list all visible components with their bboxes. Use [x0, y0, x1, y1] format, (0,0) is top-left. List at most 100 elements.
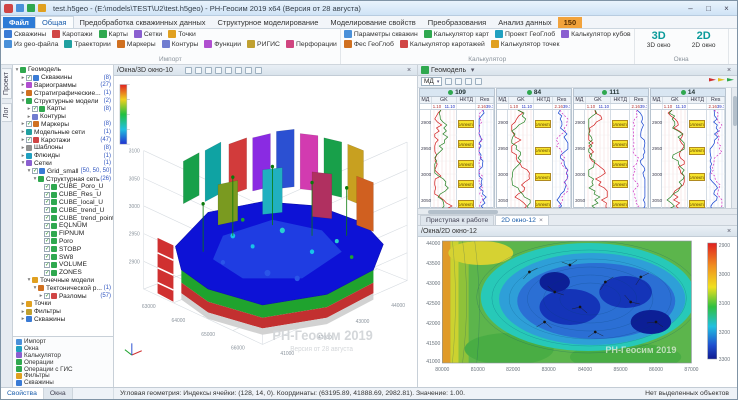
panel-tab-windows[interactable]: Окна	[43, 388, 73, 399]
tree-row[interactable]: ✓ CUBE_trend_U	[13, 206, 113, 214]
tree-row[interactable]: ▸ ✓ Карты (8)	[13, 105, 113, 113]
grid-icon[interactable]	[475, 78, 483, 85]
tree-toggle-icon[interactable]: ▸	[21, 82, 25, 89]
tree-row[interactable]: ▸ Фильтры	[13, 308, 113, 316]
well-column[interactable]: 14МДGKНКТДRes1.1011.102.1639.71290029503…	[650, 88, 726, 208]
tree-row[interactable]: ▾ Геомодель	[13, 66, 113, 74]
settings-icon[interactable]	[254, 66, 262, 74]
tree-section-item[interactable]: Фильтры	[13, 372, 113, 379]
tree-toggle-icon[interactable]: ▸	[27, 105, 31, 112]
ribbon-button[interactable]: Карты	[98, 30, 128, 38]
ribbon-button[interactable]: Траектории	[64, 40, 111, 48]
tree-toggle-icon[interactable]: ▾	[33, 176, 37, 183]
slice-icon[interactable]	[234, 66, 242, 74]
tree-toggle-icon[interactable]: ▸	[21, 300, 25, 307]
tree-toggle-icon[interactable]: ▸	[21, 137, 25, 144]
well-column[interactable]: 111МДGKНКТДRes1.1011.102.1639.7129002950…	[573, 88, 649, 208]
tree-row[interactable]: ✓ EQLNUM	[13, 222, 113, 230]
tree-row[interactable]: ▾ Структурные модели (2)	[13, 97, 113, 105]
tree-row[interactable]: ✓ CUBE_trend_points	[13, 214, 113, 222]
tree-toggle-icon[interactable]: ▸	[21, 74, 25, 81]
tree-row[interactable]: ✓ STOBP	[13, 245, 113, 253]
ribbon-tab[interactable]: Моделирование свойств	[330, 18, 416, 27]
side-tab-project[interactable]: Проект	[2, 68, 12, 100]
tree-toggle-icon[interactable]: ▸	[27, 113, 31, 120]
ribbon-tab[interactable]: 150	[557, 17, 583, 28]
tree-checkbox[interactable]: ✓	[44, 293, 50, 299]
tree-checkbox[interactable]: ✓	[44, 230, 50, 237]
tree-row[interactable]: ✓ ZONES	[13, 269, 113, 277]
tree-checkbox[interactable]: ✓	[44, 254, 50, 261]
tree-toggle-icon[interactable]: ▸	[21, 316, 25, 323]
tree-checkbox[interactable]: ✓	[44, 191, 50, 198]
tree-checkbox[interactable]: ✓	[44, 246, 50, 253]
zoom-icon[interactable]	[204, 66, 212, 74]
tree-toggle-icon[interactable]: ▸	[21, 152, 25, 159]
tree-row[interactable]: ▸ Шаблоны (8)	[13, 144, 113, 152]
ribbon-button[interactable]: Функции	[204, 40, 241, 48]
tree-row[interactable]: ▸ Флюиды (1)	[13, 152, 113, 160]
tree-section-item[interactable]: Калькулятор	[13, 352, 113, 359]
tree-toggle-icon[interactable]: ▾	[33, 285, 37, 292]
tree-row[interactable]: ✓ SW8	[13, 253, 113, 261]
tree-checkbox[interactable]: ✓	[44, 207, 50, 214]
tree-row[interactable]: ▸ ✓ Маркеры (8)	[13, 121, 113, 129]
side-tab-log[interactable]: Лог	[2, 103, 12, 123]
ribbon-button[interactable]: Калькулятор кубов	[561, 30, 631, 38]
zoom-out-icon[interactable]	[455, 78, 463, 85]
tree-checkbox[interactable]: ✓	[26, 137, 32, 144]
ribbon-button[interactable]: 2D 2D окно	[683, 30, 725, 49]
ribbon-button[interactable]: Маркеры	[116, 40, 156, 48]
ribbon-tab[interactable]: Общая	[34, 16, 74, 28]
tree-row[interactable]: ▾ Структурная сеть (26)	[13, 175, 113, 183]
tree-checkbox[interactable]: ✓	[32, 105, 38, 112]
tree-checkbox[interactable]: ✓	[44, 215, 50, 222]
tree-row[interactable]: ▸ Скважины	[13, 316, 113, 324]
tree-toggle-icon[interactable]: ▸	[21, 129, 25, 136]
tree-row[interactable]: ▸ Контуры	[13, 113, 113, 121]
tree-row[interactable]: ▸ Модельные сети (1)	[13, 128, 113, 136]
pan-icon[interactable]	[194, 66, 202, 74]
tree-checkbox[interactable]: ✓	[44, 261, 50, 268]
ribbon-button[interactable]: Калькулятор каротажей	[399, 40, 485, 48]
tree-toggle-icon[interactable]: ▾	[21, 160, 25, 167]
tree-row[interactable]: ✓ CUBE_local_U	[13, 199, 113, 207]
ribbon-button[interactable]: Контуры	[161, 40, 198, 48]
tree-toggle-icon[interactable]: ▸	[21, 144, 25, 151]
tree-toggle-icon[interactable]: ▾	[21, 98, 25, 105]
tree-row[interactable]: ▾ ✓ Grid_small [50, 50, 50]	[13, 167, 113, 175]
fit-icon[interactable]	[465, 78, 473, 85]
contour-map[interactable]: РН-Геосим 2019 80000 81000 82000 83000 8…	[418, 237, 737, 387]
2d-map-viewport[interactable]: РН-Геосим 2019 80000 81000 82000 83000 8…	[418, 237, 737, 387]
ribbon-tab[interactable]: Структурное моделирование	[217, 18, 319, 27]
tree-section-item[interactable]: Операции с ГИС	[13, 366, 113, 373]
tab-2d-window[interactable]: 2D окно-12 ×	[495, 215, 549, 225]
flag-icon-red[interactable]	[709, 78, 716, 85]
tree-section-item[interactable]: Импорт	[13, 338, 113, 345]
tree-checkbox[interactable]: ✓	[44, 199, 50, 206]
tree-section-item[interactable]: Операции	[13, 359, 113, 366]
tree-row[interactable]: ✓ CUBE_Res_U	[13, 191, 113, 199]
ribbon-button[interactable]: 3D 3D окно	[638, 30, 680, 49]
ribbon-button[interactable]: Фес ГеоГлоб	[343, 40, 394, 48]
tree-checkbox[interactable]: ✓	[26, 74, 32, 81]
tree-row[interactable]: ▾ Тектонической р... (1)	[13, 284, 113, 292]
ribbon-button[interactable]: Калькулятор точек	[490, 40, 559, 48]
ribbon-button[interactable]: Скважины	[4, 30, 46, 38]
flag-icon-yellow[interactable]	[718, 78, 725, 85]
3d-scene[interactable]: 3100 3050 3000 2950 2900 63000 64000 650…	[114, 76, 417, 387]
tree-row[interactable]: ▸ ✓ Скважины (8)	[13, 74, 113, 82]
tree-row[interactable]: ✓ FIPNUM	[13, 230, 113, 238]
ribbon-tab[interactable]: Предобработка скважинных данных	[79, 18, 206, 27]
undo-icon[interactable]	[38, 4, 46, 12]
tree-row[interactable]: ▾ Точечные модели	[13, 277, 113, 285]
tree-checkbox[interactable]: ✓	[44, 222, 50, 229]
depth-reference-select[interactable]: МД	[421, 77, 443, 86]
tree-toggle-icon[interactable]: ▾	[27, 168, 31, 175]
tree-checkbox[interactable]: ✓	[32, 168, 38, 175]
tree-toggle-icon[interactable]: ▾	[15, 66, 19, 73]
open-icon[interactable]	[27, 4, 35, 12]
tree-row[interactable]: ▸ Стратиграфические... (1)	[13, 89, 113, 97]
tree-row[interactable]: ✓ Poro	[13, 238, 113, 246]
ribbon-button[interactable]: Параметры скважин	[343, 30, 418, 38]
